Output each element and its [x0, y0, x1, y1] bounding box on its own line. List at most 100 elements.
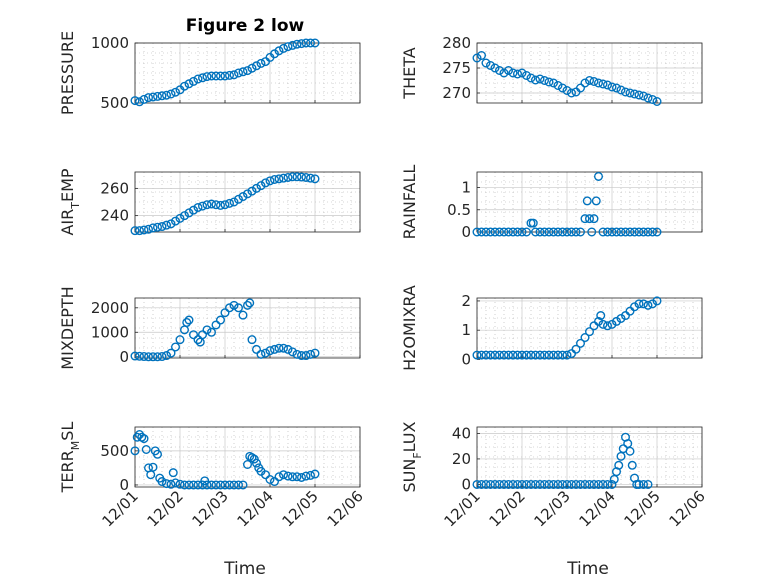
data-point — [576, 479, 586, 489]
data-point — [270, 174, 280, 184]
data-point — [486, 227, 496, 237]
data-point — [522, 479, 532, 489]
data-point — [490, 63, 500, 73]
data-point — [535, 479, 545, 489]
data-point — [486, 61, 496, 71]
data-point — [161, 220, 171, 230]
data-point — [614, 460, 624, 470]
data-point — [161, 479, 171, 489]
x-axis-label-left: Time — [223, 559, 266, 579]
data-point — [531, 479, 541, 489]
data-point — [553, 227, 563, 237]
data-point — [251, 61, 261, 71]
data-point — [148, 352, 158, 362]
data-point — [256, 181, 266, 191]
y-tick-label: 2000 — [91, 299, 129, 317]
data-point — [528, 218, 538, 228]
data-point — [517, 479, 527, 489]
data-point — [472, 350, 482, 360]
data-point — [130, 96, 140, 106]
data-point — [567, 479, 577, 489]
data-point — [562, 227, 572, 237]
data-point — [648, 94, 658, 104]
data-point — [292, 39, 302, 49]
data-point — [477, 479, 487, 489]
data-point — [643, 227, 653, 237]
data-point — [211, 200, 221, 210]
data-point — [166, 219, 176, 229]
y-tick-label: 1 — [461, 321, 471, 339]
data-point — [197, 201, 207, 211]
data-point — [652, 96, 662, 106]
data-point — [206, 327, 216, 337]
data-point — [279, 173, 289, 183]
data-point — [517, 350, 527, 360]
data-point — [265, 475, 275, 485]
data-point — [508, 350, 518, 360]
data-point — [531, 227, 541, 237]
data-point — [202, 480, 212, 490]
data-point — [540, 479, 550, 489]
data-point — [229, 300, 239, 310]
data-point — [224, 480, 234, 490]
data-point — [549, 479, 559, 489]
data-point — [522, 70, 532, 80]
data-point — [627, 460, 637, 470]
data-point — [472, 227, 482, 237]
data-point — [562, 479, 572, 489]
data-point — [531, 350, 541, 360]
data-point — [481, 350, 491, 360]
data-point — [261, 178, 271, 188]
data-point — [270, 477, 280, 487]
data-point — [616, 313, 626, 323]
x-axis-label-right: Time — [566, 559, 609, 579]
data-point — [251, 344, 261, 354]
data-point — [283, 471, 293, 481]
data-point — [594, 78, 604, 88]
data-point — [152, 222, 162, 232]
data-point — [182, 317, 192, 327]
data-point — [549, 350, 559, 360]
data-point — [607, 227, 617, 237]
y-tick-label: 0 — [119, 348, 129, 366]
data-point — [580, 333, 590, 343]
y-tick-label: 270 — [442, 84, 471, 102]
data-point — [184, 315, 194, 325]
data-point — [477, 51, 487, 61]
y-axis-label: AIRTEMP — [58, 168, 82, 235]
data-point — [168, 468, 178, 478]
y-tick-label: 275 — [442, 59, 471, 77]
data-point — [639, 91, 649, 101]
data-point — [288, 472, 298, 482]
data-point — [549, 78, 559, 88]
data-point — [220, 308, 230, 318]
data-point — [247, 335, 257, 345]
y-tick-label: 2 — [461, 292, 471, 310]
data-point — [157, 352, 167, 362]
data-point — [585, 479, 595, 489]
data-point — [229, 197, 239, 207]
data-point — [598, 227, 608, 237]
data-point — [247, 63, 257, 73]
data-point — [490, 227, 500, 237]
data-point — [540, 350, 550, 360]
data-point — [148, 223, 158, 233]
data-point — [558, 479, 568, 489]
data-point — [215, 480, 225, 490]
data-point — [143, 224, 153, 234]
data-point — [607, 479, 617, 489]
data-point — [193, 74, 203, 84]
data-point — [504, 65, 514, 75]
data-point — [625, 227, 635, 237]
data-point — [495, 65, 505, 75]
data-point — [139, 352, 149, 362]
data-point — [261, 348, 271, 358]
data-point — [247, 186, 257, 196]
data-point — [283, 42, 293, 52]
data-point — [130, 446, 140, 456]
data-point — [571, 479, 581, 489]
y-tick-label: 0 — [461, 223, 471, 241]
y-tick-label: 240 — [100, 207, 129, 225]
data-point — [274, 343, 284, 353]
y-tick-label: 1 — [461, 179, 471, 197]
